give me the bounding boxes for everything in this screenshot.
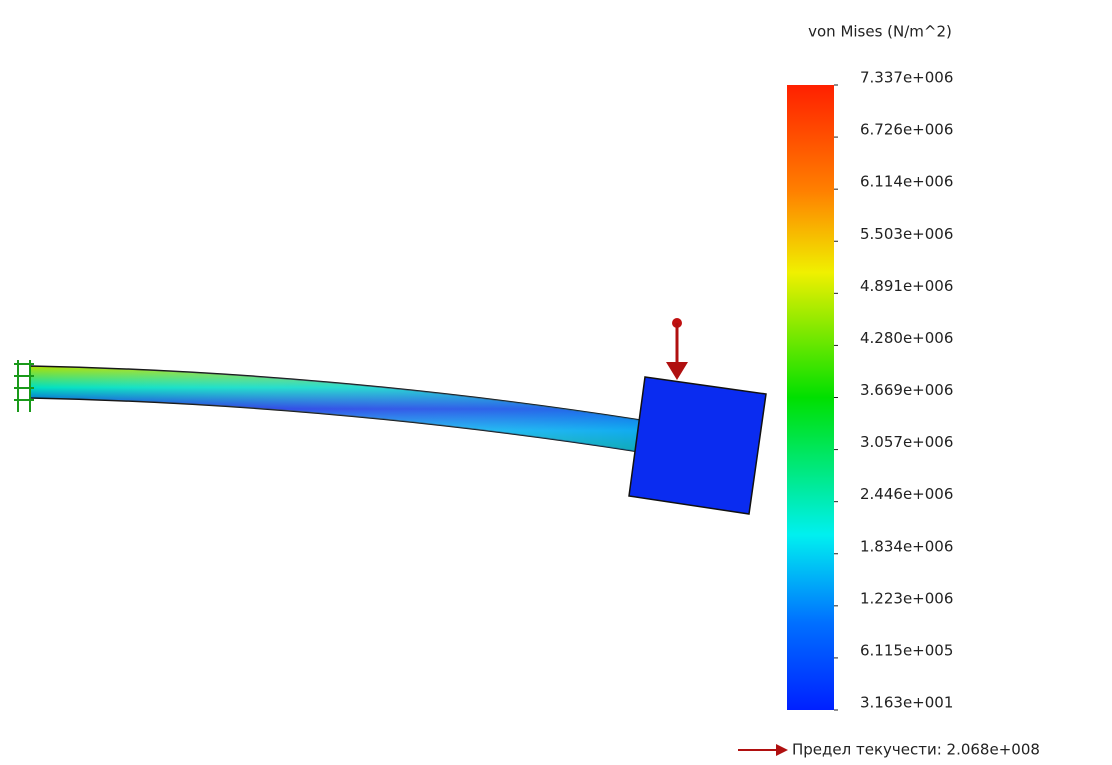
load-arrow bbox=[666, 318, 688, 380]
legend-label: 3.163e+001 bbox=[860, 694, 953, 712]
legend-label: 2.446e+006 bbox=[860, 485, 953, 503]
legend-label: 5.503e+006 bbox=[860, 225, 953, 243]
page: von Mises (N/m^2) 7.337e+006 6.726e+006 6.… bbox=[0, 0, 1112, 765]
fixture bbox=[14, 360, 34, 412]
legend-label: 4.280e+006 bbox=[860, 329, 953, 347]
legend-labels: 7.337e+006 6.726e+006 6.114e+006 5.503e+006… bbox=[834, 69, 953, 712]
yield-marker bbox=[738, 744, 788, 756]
legend-label: 7.337e+006 bbox=[860, 69, 953, 87]
legend-label: 1.834e+006 bbox=[860, 537, 953, 555]
legend-label: 4.891e+006 bbox=[860, 277, 953, 295]
legend-label: 6.726e+006 bbox=[860, 121, 953, 139]
legend-label: 1.223e+006 bbox=[860, 589, 953, 607]
color-bar bbox=[787, 85, 834, 710]
legend-label: 6.114e+006 bbox=[860, 173, 953, 191]
block bbox=[629, 377, 766, 514]
stress-plot: von Mises (N/m^2) 7.337e+006 6.726e+006 6.… bbox=[0, 0, 1112, 765]
legend-label: 3.057e+006 bbox=[860, 433, 953, 451]
legend-label: 3.669e+006 bbox=[860, 381, 953, 399]
legend-label: 6.115e+005 bbox=[860, 641, 953, 659]
yield-strength: Предел текучести: 2.068e+008 bbox=[792, 741, 1040, 759]
legend-title: von Mises (N/m^2) bbox=[808, 23, 952, 41]
